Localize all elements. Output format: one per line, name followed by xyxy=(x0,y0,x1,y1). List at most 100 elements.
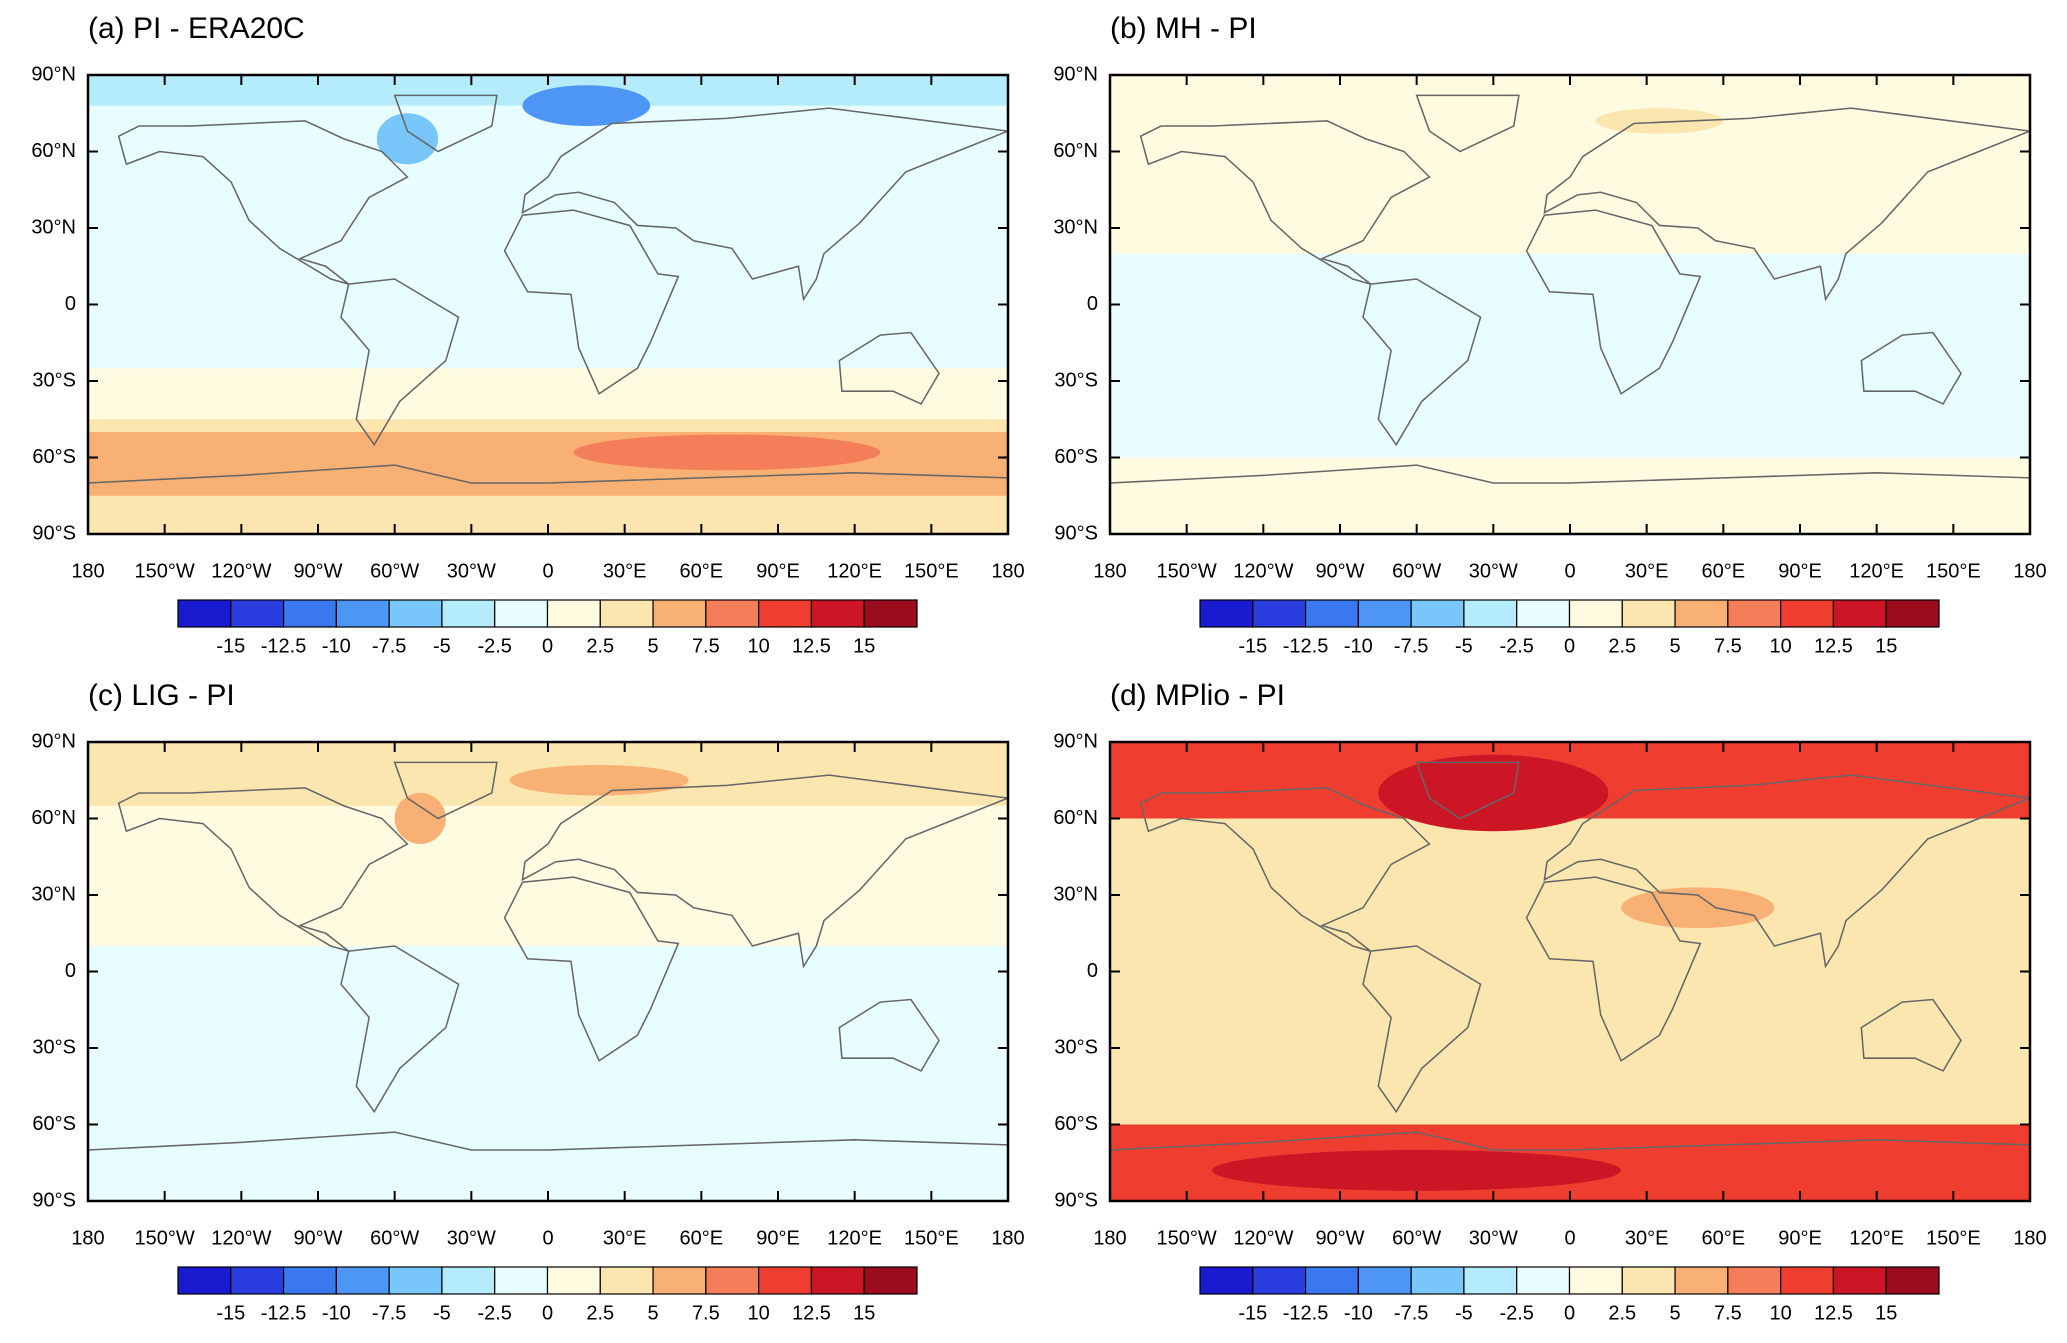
colorbar-box xyxy=(1885,599,1940,628)
contour-fill xyxy=(1110,75,2030,254)
lat-label: 90°S xyxy=(1054,522,1098,544)
contour-fill xyxy=(1110,457,2030,534)
colorbar-label: -7.5 xyxy=(1394,635,1428,657)
colorbar-label: 10 xyxy=(748,635,770,657)
colorbar-label: -2.5 xyxy=(1499,635,1533,657)
lat-label: 30°S xyxy=(32,1036,76,1058)
lat-label: 60°N xyxy=(31,140,76,162)
colorbar-box xyxy=(230,1266,285,1295)
colorbar-box xyxy=(1568,599,1623,628)
lon-label: 150°E xyxy=(904,560,959,582)
colorbar-box xyxy=(599,599,654,628)
panel-title: (b) MH - PI xyxy=(1110,12,1257,45)
lon-label: 90°W xyxy=(293,560,342,582)
map-field xyxy=(88,75,1008,534)
colorbar-box xyxy=(335,599,390,628)
colorbar-label: 5 xyxy=(648,635,659,657)
colorbar-label: -5 xyxy=(433,1302,451,1324)
colorbar-box xyxy=(1674,1266,1729,1295)
lat-label: 90°N xyxy=(1053,730,1098,752)
colorbar-box xyxy=(546,599,601,628)
colorbar-box xyxy=(599,1266,654,1295)
lat-label: 0 xyxy=(65,293,76,315)
colorbar-label: -5 xyxy=(1455,635,1473,657)
colorbar-box xyxy=(230,599,285,628)
colorbar-box xyxy=(1621,599,1676,628)
contour-fill xyxy=(88,432,1008,496)
colorbar-box xyxy=(441,599,496,628)
colorbar-box xyxy=(1674,599,1729,628)
colorbar-box xyxy=(441,1266,496,1295)
colorbar-box xyxy=(1252,1266,1307,1295)
lon-label: 150°E xyxy=(904,1227,959,1249)
lat-label: 90°N xyxy=(31,730,76,752)
lon-label: 60°E xyxy=(1702,1227,1746,1249)
colorbar-label: -15 xyxy=(216,1302,245,1324)
lat-label: 60°S xyxy=(32,446,76,468)
lon-label: 60°E xyxy=(1702,560,1746,582)
contour-fill xyxy=(1378,754,1609,832)
contour-fill xyxy=(509,764,689,796)
panel-title: (c) LIG - PI xyxy=(88,679,235,712)
colorbar-box xyxy=(1199,1266,1254,1295)
colorbar-label: -7.5 xyxy=(1394,1302,1428,1324)
contour-fill xyxy=(88,368,1008,420)
colorbar-box xyxy=(1357,599,1412,628)
map-field xyxy=(1110,742,2030,1201)
colorbar-label: -7.5 xyxy=(372,635,406,657)
colorbar-box xyxy=(177,1266,232,1295)
colorbar-box xyxy=(1516,1266,1571,1295)
colorbar-label: -12.5 xyxy=(1283,1302,1329,1324)
lon-label: 180 xyxy=(1093,1227,1126,1249)
lat-label: 30°N xyxy=(1053,216,1098,238)
lat-label: 0 xyxy=(1087,960,1098,982)
lon-label: 120°W xyxy=(211,560,271,582)
colorbar-box xyxy=(1252,599,1307,628)
lat-label: 60°S xyxy=(1054,1113,1098,1135)
colorbar-box xyxy=(1568,1266,1623,1295)
colorbar-label: 12.5 xyxy=(1814,1302,1853,1324)
colorbar-box xyxy=(282,1266,337,1295)
lat-label: 30°N xyxy=(31,216,76,238)
colorbar-box xyxy=(1885,1266,1940,1295)
lon-label: 150°W xyxy=(1157,560,1217,582)
lon-label: 30°E xyxy=(603,560,647,582)
map-panel: (d) MPlio - PI 90°N 60°N 30°N 0 30°S 60°S 90°S 1… xyxy=(1053,679,2046,1324)
lon-label: 120°E xyxy=(1849,560,1904,582)
lon-label: 60°W xyxy=(370,560,419,582)
lon-label: 180 xyxy=(2013,560,2046,582)
map-panel: (c) LIG - PI 90°N 60°N 30°N 0 30°S 60°S 90°S 180… xyxy=(31,679,1024,1324)
lon-label: 90°W xyxy=(1315,1227,1364,1249)
lon-label: 90°E xyxy=(1778,1227,1822,1249)
colorbar-box xyxy=(1410,599,1465,628)
lon-label: 120°E xyxy=(1849,1227,1904,1249)
colorbar-label: 5 xyxy=(1670,635,1681,657)
colorbar-label: 0 xyxy=(1564,635,1575,657)
lat-label: 60°N xyxy=(1053,807,1098,829)
colorbar-label: 0 xyxy=(542,635,553,657)
colorbar-label: 10 xyxy=(748,1302,770,1324)
colorbar-label: 2.5 xyxy=(586,635,614,657)
lon-label: 90°W xyxy=(293,1227,342,1249)
colorbar-label: -2.5 xyxy=(477,635,511,657)
lon-label: 180 xyxy=(71,560,104,582)
colorbar-box xyxy=(1832,1266,1887,1295)
lon-label: 120°W xyxy=(211,1227,271,1249)
colorbar-box xyxy=(810,599,865,628)
colorbar-label: 12.5 xyxy=(792,635,831,657)
lon-label: 30°W xyxy=(1469,560,1518,582)
colorbar-box xyxy=(758,1266,813,1295)
lat-label: 90°N xyxy=(31,63,76,85)
panel-title: (a) PI - ERA20C xyxy=(88,12,305,45)
lat-label: 30°S xyxy=(1054,1036,1098,1058)
colorbar-label: 12.5 xyxy=(1814,635,1853,657)
lon-label: 60°W xyxy=(370,1227,419,1249)
colorbar-box xyxy=(388,1266,443,1295)
lon-label: 0 xyxy=(1564,1227,1575,1249)
lat-label: 30°S xyxy=(1054,369,1098,391)
lat-label: 30°N xyxy=(31,883,76,905)
lon-label: 0 xyxy=(542,1227,553,1249)
lon-label: 180 xyxy=(2013,1227,2046,1249)
lon-label: 0 xyxy=(542,560,553,582)
lon-label: 0 xyxy=(1564,560,1575,582)
